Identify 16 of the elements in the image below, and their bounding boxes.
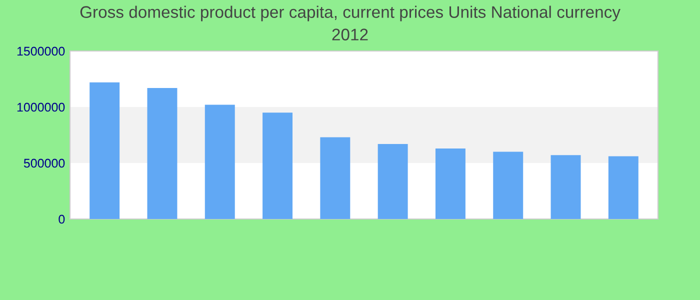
bar — [493, 152, 524, 219]
bar — [147, 88, 178, 219]
bar — [90, 82, 120, 219]
bar — [608, 156, 638, 219]
chart-title: Gross domestic product per capita, current prices Units National currency — [80, 6, 620, 22]
y-tick-label: 500000 — [24, 158, 65, 168]
y-tick-label: 1000000 — [17, 102, 65, 112]
bar — [262, 112, 293, 219]
y-tick-label: 0 — [58, 214, 65, 224]
chart-subtitle: 2012 — [332, 28, 368, 40]
bar — [378, 144, 408, 219]
bar — [320, 137, 350, 219]
y-tick-label: 1500000 — [17, 46, 65, 56]
bar — [550, 155, 581, 219]
bar — [435, 148, 466, 219]
bar — [204, 104, 235, 219]
